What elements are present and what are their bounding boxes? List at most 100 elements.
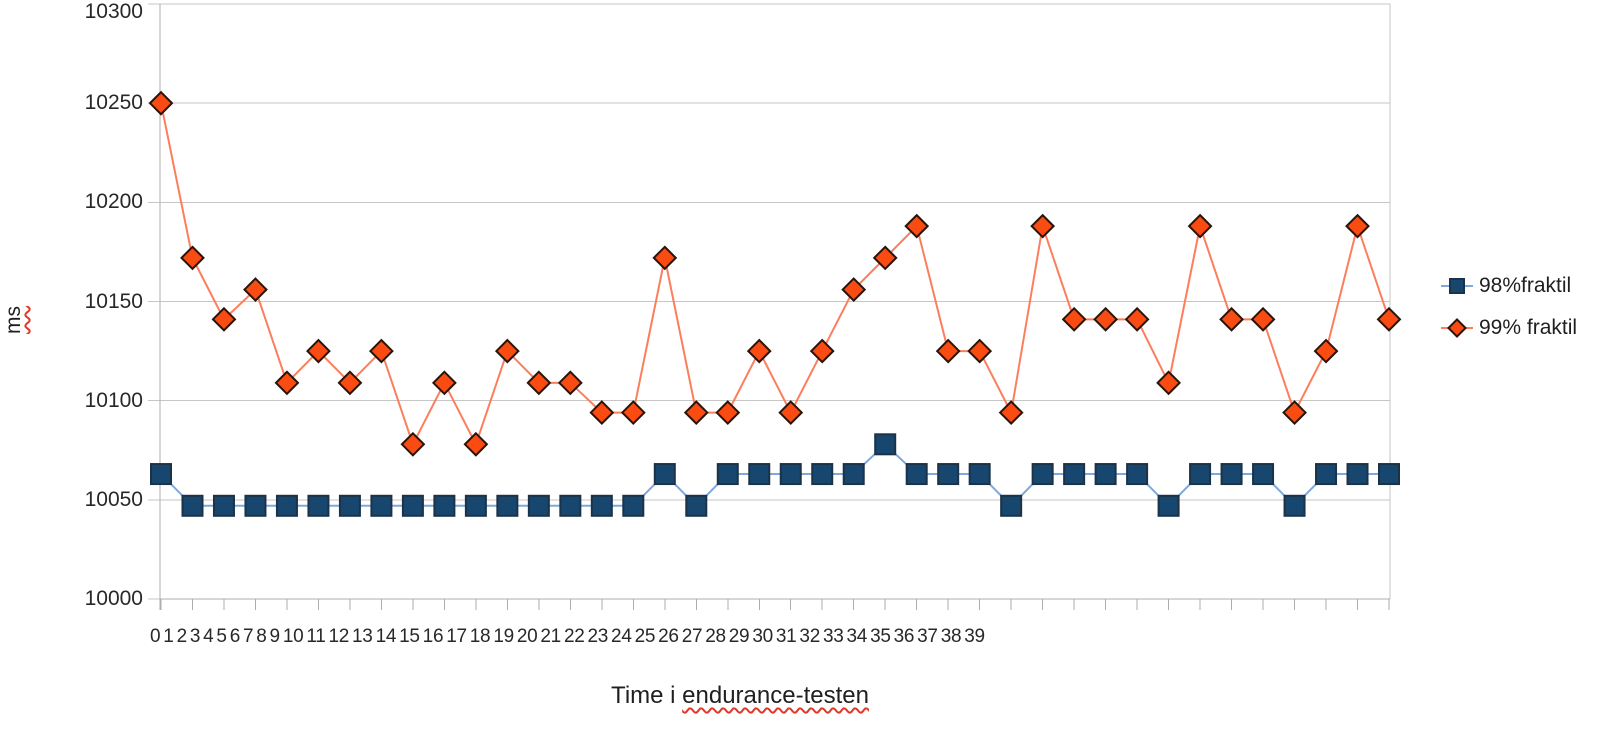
data-point-diamond [620,400,646,425]
x-axis-tick-labels: 0 1 2 3 4 5 6 7 8 9 10 11 12 13 14 15 16 17 18 19 20 21 22 23 24… [150,626,988,648]
data-point-diamond [998,400,1024,425]
x-tick-label: 4 [203,626,214,647]
data-point-diamond [872,245,898,271]
x-tick-label: 32 [799,626,820,647]
data-point-square [150,463,172,486]
data-point-diamond [1219,306,1244,332]
x-tick-label: 1 [163,626,174,647]
x-tick-label: 19 [493,626,514,647]
data-point-square [1283,494,1306,517]
data-point-square [716,463,739,486]
data-point-diamond [1061,306,1087,332]
x-tick-label: 12 [328,626,350,647]
data-point-diamond [400,431,426,457]
data-point-square [1220,463,1243,486]
data-point-square [968,463,991,486]
legend-diamond-icon [1447,318,1467,338]
data-point-square [401,494,424,517]
gridlines [148,3,1390,600]
data-point-diamond [809,338,835,364]
legend-item-98fraktil: 98%fraktil [1441,265,1577,307]
legend-label-99fraktil: 99% fraktil [1479,316,1578,339]
series-line-99fraktil [160,102,1390,447]
x-tick-label: 13 [352,626,373,647]
x-tick-label: 15 [399,626,420,647]
data-point-diamond [180,245,205,271]
x-tick-label: 23 [587,626,609,647]
data-point-square [307,494,330,517]
data-point-diamond [1124,306,1150,332]
x-tick-label: 39 [964,626,985,647]
x-axis-title: Time i endurance-testen [160,682,1320,710]
data-point-diamond [589,400,615,425]
data-point-diamond [1376,306,1402,332]
data-point-diamond [1030,213,1056,239]
x-tick-label: 26 [658,626,679,647]
data-point-square [559,494,582,517]
legend: 98%fraktil 99% fraktil [1441,265,1577,349]
data-point-square [622,494,645,517]
series-line-98fraktil [160,442,1389,508]
data-point-diamond [1345,213,1370,239]
x-tick-label: 24 [611,626,632,647]
data-point-square [685,494,708,517]
data-point-square [653,463,676,486]
legend-square-marker-icon [1441,275,1473,297]
x-tick-label: 18 [469,626,491,647]
x-tick-label: 31 [775,626,797,647]
x-tick-label: 29 [728,626,750,647]
x-tick-label: 8 [256,626,267,647]
series-markers-98fraktil [150,433,1400,517]
y-axis-title-text: ms [2,306,25,334]
data-point-square [590,494,613,517]
x-tick-label: 17 [446,626,467,647]
data-point-square [1315,463,1338,486]
data-point-diamond [1156,370,1182,396]
data-point-diamond [557,370,583,396]
y-tick-label: 10100 [84,388,143,412]
x-tick-label: 20 [516,626,538,647]
data-point-square [496,494,519,517]
data-point-square [464,494,487,517]
data-point-diamond [1282,400,1307,425]
x-tick-label: 11 [306,626,326,647]
x-tick-label: 28 [705,626,726,647]
legend-label-98fraktil: 98%fraktil [1479,274,1572,297]
x-tick-label: 9 [269,626,281,647]
data-point-square [370,494,393,517]
x-tick-label: 25 [634,626,656,647]
data-point-diamond [274,370,300,396]
x-tick-label: 22 [563,626,585,647]
x-tick-label: 10 [282,626,304,647]
data-point-diamond [746,338,772,364]
data-point-diamond [778,400,804,425]
y-tick-label: 10000 [84,587,143,610]
x-tick-label: 5 [216,626,227,647]
x-axis-title-underlined: endurance-testen [682,682,869,709]
x-tick-label: 33 [822,626,844,647]
y-tick-label: 10200 [84,190,143,214]
data-point-diamond [148,90,174,116]
x-tick-label: 30 [752,626,773,647]
data-point-square [1094,463,1117,486]
data-point-square [244,494,267,517]
data-point-diamond [1187,213,1213,239]
data-point-square [937,463,960,486]
data-point-diamond [337,370,363,396]
y-tick-label: 10300 [84,0,143,23]
data-point-diamond [368,338,394,364]
x-tick-label: 6 [229,626,241,647]
data-point-square [1000,494,1023,517]
x-tick-label: 2 [176,626,188,647]
data-point-square [748,463,771,486]
data-point-diamond [431,370,457,396]
data-point-square [779,463,802,486]
y-tick-label: 10050 [84,487,143,511]
x-tick-label: 36 [893,626,915,647]
data-point-diamond [494,338,520,364]
x-tick-label: 37 [917,626,938,647]
data-point-square [1157,494,1180,517]
data-point-square [1378,463,1400,486]
data-point-diamond [211,306,237,332]
x-tick-label: 3 [189,626,201,647]
